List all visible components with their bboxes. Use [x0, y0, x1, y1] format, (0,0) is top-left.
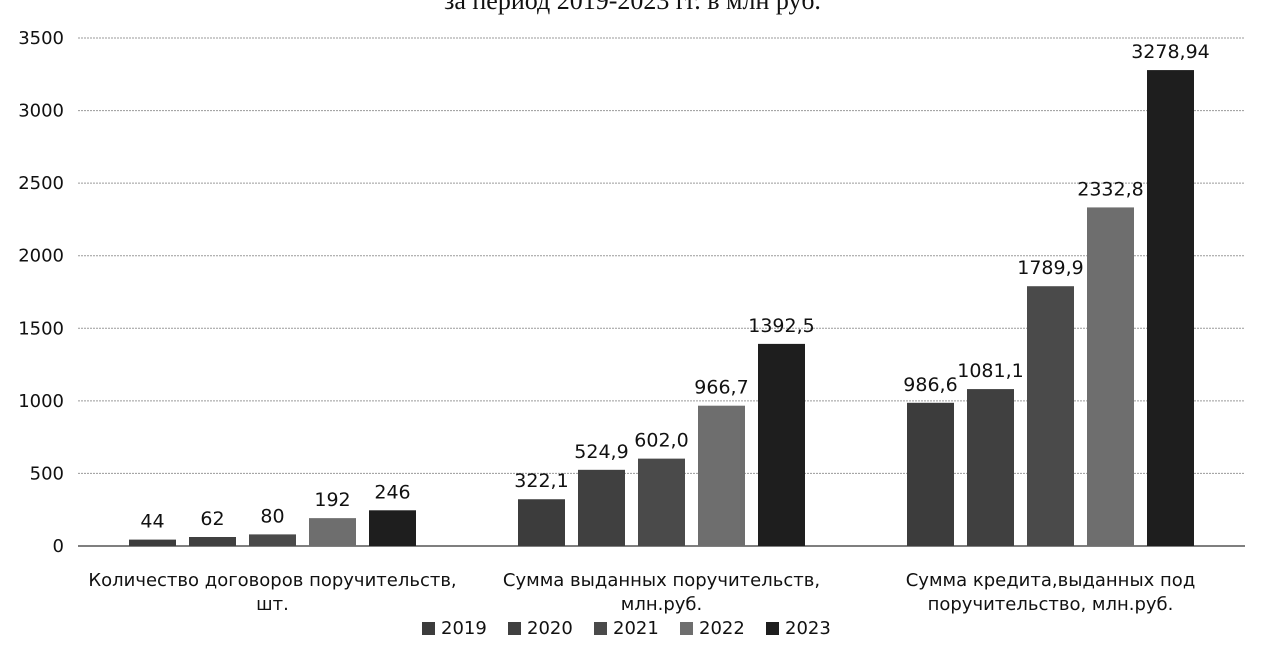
data-label: 80 [260, 505, 284, 527]
legend-label: 2021 [613, 618, 659, 639]
y-tick-label: 3000 [18, 101, 64, 122]
category-label: шт. [256, 594, 289, 615]
legend-swatch [680, 622, 693, 635]
y-tick-label: 2500 [18, 173, 64, 194]
bar-2023 [758, 343, 805, 546]
bar-2021 [1027, 286, 1074, 546]
legend-label: 2020 [527, 618, 573, 639]
data-label: 986,6 [903, 374, 957, 396]
chart-title: за период 2019-2023 гг. в млн руб. [444, 0, 821, 15]
category-label: млн.руб. [621, 594, 702, 615]
bar-2021 [638, 458, 685, 546]
data-label: 246 [374, 481, 410, 503]
y-tick-label: 0 [53, 536, 64, 557]
bar-2020 [189, 537, 236, 546]
data-label: 44 [140, 511, 164, 533]
data-label: 62 [200, 508, 224, 530]
bar-2023 [1147, 70, 1194, 547]
data-label: 322,1 [514, 470, 568, 492]
y-tick-label: 3500 [18, 28, 64, 49]
bar-2021 [249, 534, 296, 546]
bar-2022 [309, 518, 356, 546]
legend-swatch [594, 622, 607, 635]
category-label: Количество договоров поручительств, [88, 570, 456, 591]
data-label: 602,0 [634, 430, 688, 452]
data-label: 2332,8 [1077, 178, 1143, 200]
bar-2022 [1087, 207, 1134, 546]
y-tick-label: 1500 [18, 318, 64, 339]
category-label: Сумма выданных поручительств, [503, 570, 820, 591]
y-tick-label: 500 [30, 463, 64, 484]
data-label: 524,9 [574, 441, 628, 463]
bar-2019 [907, 402, 954, 546]
bar-2022 [698, 405, 745, 546]
category-label: поручительство, млн.руб. [928, 594, 1174, 615]
legend-swatch [422, 622, 435, 635]
data-label: 1392,5 [748, 315, 814, 337]
legend-swatch [508, 622, 521, 635]
legend-swatch [766, 622, 779, 635]
data-label: 966,7 [694, 377, 748, 399]
bar-2020 [967, 389, 1014, 546]
legend-label: 2023 [785, 618, 831, 639]
data-label: 3278,94 [1131, 41, 1210, 63]
bar-2020 [578, 469, 625, 546]
data-label: 192 [314, 489, 350, 511]
data-label: 1789,9 [1017, 257, 1083, 279]
y-tick-label: 1000 [18, 391, 64, 412]
legend-label: 2022 [699, 618, 745, 639]
y-tick-label: 2000 [18, 246, 64, 267]
bar-2019 [518, 499, 565, 546]
bar-2023 [369, 510, 416, 546]
legend-label: 2019 [441, 618, 487, 639]
data-label: 1081,1 [957, 360, 1023, 382]
bar-2019 [129, 539, 176, 546]
category-label: Сумма кредита,выданных под [906, 570, 1196, 591]
